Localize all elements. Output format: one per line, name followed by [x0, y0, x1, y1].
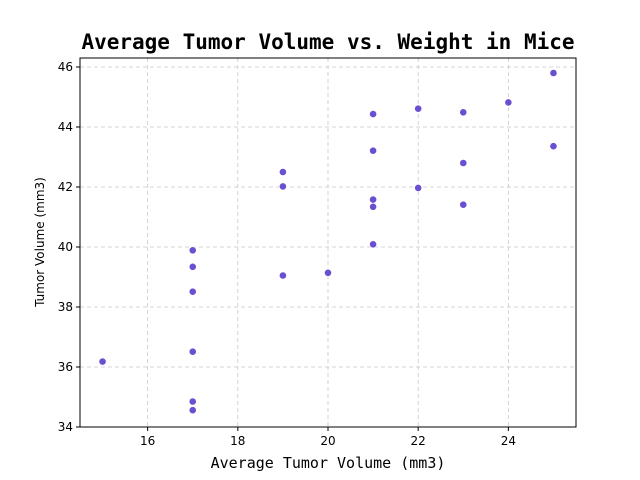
- data-point: [414, 183, 423, 192]
- data-point: [459, 159, 468, 167]
- data-point: [188, 406, 197, 415]
- y-tick-label: 40: [58, 240, 73, 254]
- data-point: [459, 200, 468, 209]
- y-tick-label: 42: [58, 180, 73, 194]
- data-point: [504, 98, 513, 107]
- data-point: [188, 287, 197, 296]
- data-point: [369, 195, 377, 204]
- data-point: [549, 69, 558, 77]
- data-point: [188, 262, 197, 271]
- data-point: [369, 240, 377, 249]
- data-point: [188, 347, 197, 356]
- x-tick-label: 22: [411, 434, 426, 448]
- x-tick-label: 20: [320, 434, 335, 448]
- data-point: [369, 146, 377, 155]
- data-point: [369, 110, 377, 118]
- axis-ticks: 16 18 20 22 24 34 36 38 40 42 44 46: [58, 60, 516, 448]
- data-point: [279, 168, 287, 176]
- data-point: [98, 357, 107, 366]
- data-point: [279, 182, 287, 191]
- data-point: [188, 246, 197, 255]
- data-point: [414, 104, 423, 113]
- data-point: [459, 108, 468, 117]
- data-point: [369, 202, 377, 211]
- data-point: [549, 142, 558, 151]
- x-tick-label: 16: [140, 434, 155, 448]
- x-tick-label: 24: [501, 434, 516, 448]
- y-tick-label: 38: [58, 300, 73, 314]
- x-tick-label: 18: [230, 434, 245, 448]
- y-tick-label: 44: [58, 120, 73, 134]
- y-axis-label: Tumor Volume (mm3): [33, 177, 47, 308]
- chart-title: Average Tumor Volume vs. Weight in Mice: [81, 30, 574, 54]
- data-point: [324, 268, 332, 277]
- y-tick-label: 34: [58, 420, 73, 434]
- data-points: [98, 69, 558, 415]
- data-point: [279, 271, 287, 280]
- y-tick-label: 36: [58, 360, 73, 374]
- data-point: [188, 397, 197, 406]
- x-axis-label: Average Tumor Volume (mm3): [211, 454, 446, 472]
- y-tick-label: 46: [58, 60, 73, 74]
